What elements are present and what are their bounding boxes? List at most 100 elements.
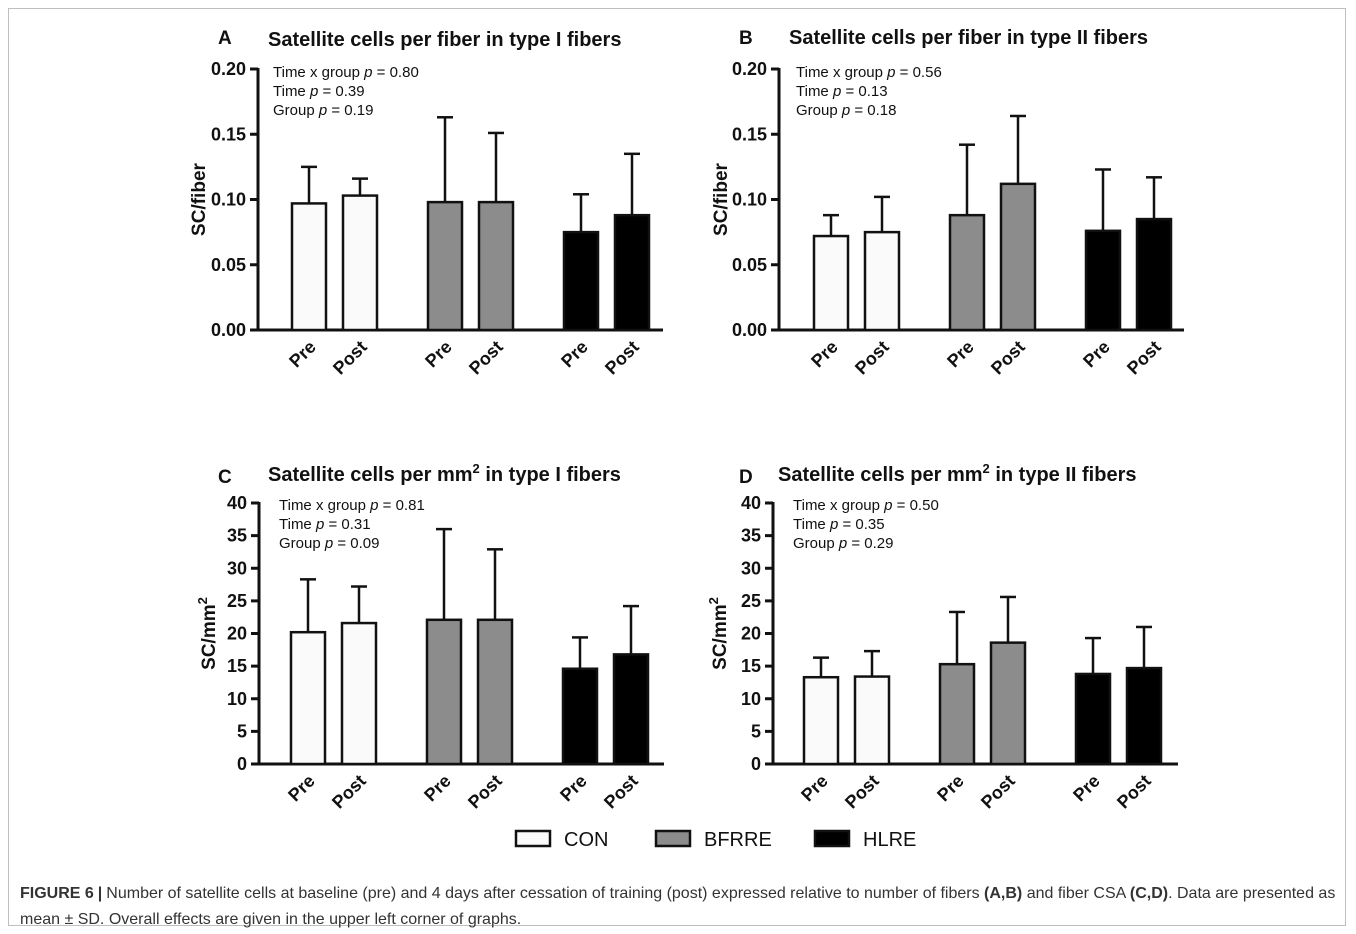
- stats-label: Group: [273, 102, 319, 119]
- bar: [289, 630, 327, 766]
- y-axis-label-superscript: 2: [706, 597, 721, 604]
- x-tick-label: Post: [977, 771, 1019, 813]
- stats-line: Time p = 0.35: [793, 516, 885, 533]
- x-tick-label: Post: [1113, 771, 1155, 813]
- stats-label: Group: [796, 102, 842, 119]
- bar: [853, 675, 891, 766]
- stats-value: = 0.56: [896, 64, 942, 81]
- bar: [425, 618, 463, 766]
- stats-line: Group p = 0.09: [279, 535, 380, 552]
- stats-label: Group: [793, 535, 839, 552]
- stats-value: = 0.39: [318, 83, 364, 100]
- bar: [999, 182, 1037, 332]
- stats-line: Time p = 0.39: [273, 83, 365, 100]
- stats-label: Time x group: [279, 497, 370, 514]
- chart-title: Satellite cells per fiber in type I fibe…: [268, 29, 621, 51]
- bar: [863, 230, 901, 332]
- y-axis-label: SC/mm2: [195, 597, 220, 670]
- stats-label: Time: [793, 516, 830, 533]
- y-tick-label: 0.20: [211, 59, 246, 79]
- stats-line: Time x group p = 0.50: [793, 497, 939, 514]
- y-tick-label: 0.05: [211, 255, 246, 275]
- stats-value: = 0.50: [893, 497, 939, 514]
- stats-value: = 0.31: [324, 516, 370, 533]
- x-tick-label: Pre: [421, 337, 456, 372]
- bar: [562, 230, 600, 332]
- legend-label: BFRRE: [704, 829, 772, 851]
- x-tick-label: Post: [464, 771, 506, 813]
- panel-letter: B: [739, 28, 753, 49]
- y-tick-label: 10: [741, 689, 761, 709]
- legend-swatch: [813, 829, 851, 848]
- legend-label: CON: [564, 829, 608, 851]
- stats-label: Time x group: [273, 64, 364, 81]
- x-tick-label: Post: [465, 337, 507, 379]
- x-tick-label: Pre: [933, 771, 968, 806]
- stats-line: Group p = 0.19: [273, 102, 374, 119]
- chart-title: Satellite cells per fiber in type II fib…: [789, 27, 1148, 49]
- y-tick-label: 0.15: [211, 124, 246, 144]
- stats-line: Time x group p = 0.81: [279, 497, 425, 514]
- stats-value: = 0.19: [327, 102, 373, 119]
- bar: [1125, 666, 1163, 766]
- caption-text-1: Number of satellite cells at baseline (p…: [106, 885, 985, 902]
- x-tick-label: Post: [329, 337, 371, 379]
- x-tick-label: Pre: [943, 337, 978, 372]
- y-tick-label: 0.10: [211, 190, 246, 210]
- stats-value: = 0.18: [850, 102, 896, 119]
- stats-label: Time x group: [793, 497, 884, 514]
- chart-title-superscript: 2: [473, 461, 480, 476]
- bar: [426, 200, 464, 332]
- panel-letter: C: [218, 467, 232, 488]
- bar: [477, 200, 515, 332]
- stats-value: = 0.09: [333, 535, 379, 552]
- bar: [613, 213, 651, 332]
- y-tick-label: 0.00: [732, 320, 767, 340]
- stats-label: Time: [273, 83, 310, 100]
- chart-title-rest: in type II fibers: [990, 464, 1137, 486]
- y-tick-label: 30: [227, 558, 247, 578]
- stats-p-symbol: p: [324, 535, 333, 552]
- bar: [476, 618, 514, 766]
- x-tick-label: Post: [851, 337, 893, 379]
- y-tick-label: 0.20: [732, 59, 767, 79]
- stats-label: Time: [796, 83, 833, 100]
- bar: [561, 667, 599, 766]
- stats-line: Time p = 0.31: [279, 516, 371, 533]
- y-tick-label: 0.05: [732, 255, 767, 275]
- bar: [802, 675, 840, 766]
- bar: [612, 653, 650, 766]
- bar: [290, 202, 328, 332]
- bar: [1084, 229, 1122, 332]
- caption-ref-cd: (C,D): [1129, 885, 1169, 902]
- y-tick-label: 15: [227, 656, 247, 676]
- x-tick-label: Pre: [556, 771, 591, 806]
- y-tick-label: 15: [741, 656, 761, 676]
- y-tick-label: 0: [751, 754, 761, 774]
- stats-value: = 0.13: [841, 83, 887, 100]
- stats-label: Time: [279, 516, 316, 533]
- stats-label: Time x group: [796, 64, 887, 81]
- legend-swatch: [514, 829, 552, 848]
- stats-value: = 0.80: [373, 64, 419, 81]
- stats-value: = 0.35: [838, 516, 884, 533]
- stats-line: Time x group p = 0.80: [273, 64, 419, 81]
- chart-panel-d: D Satellite cells per mm2 in type II fibe…: [706, 461, 1178, 812]
- stats-p-symbol: p: [309, 83, 318, 100]
- stats-line: Time p = 0.13: [796, 83, 888, 100]
- caption-ref-ab: (A,B): [984, 885, 1023, 902]
- y-tick-label: 40: [227, 493, 247, 513]
- y-tick-label: 40: [741, 493, 761, 513]
- y-tick-label: 35: [741, 526, 761, 546]
- chart-title-rest: in type I fibers: [480, 464, 621, 486]
- chart-title: Satellite cells per mm2 in type I fibers: [268, 461, 621, 486]
- stats-p-symbol: p: [318, 102, 327, 119]
- stats-line: Group p = 0.29: [793, 535, 894, 552]
- legend-label: HLRE: [863, 829, 916, 851]
- y-tick-label: 25: [227, 591, 247, 611]
- x-tick-label: Post: [841, 771, 883, 813]
- panel-letter: A: [218, 28, 232, 49]
- y-tick-label: 25: [741, 591, 761, 611]
- stats-label: Group: [279, 535, 325, 552]
